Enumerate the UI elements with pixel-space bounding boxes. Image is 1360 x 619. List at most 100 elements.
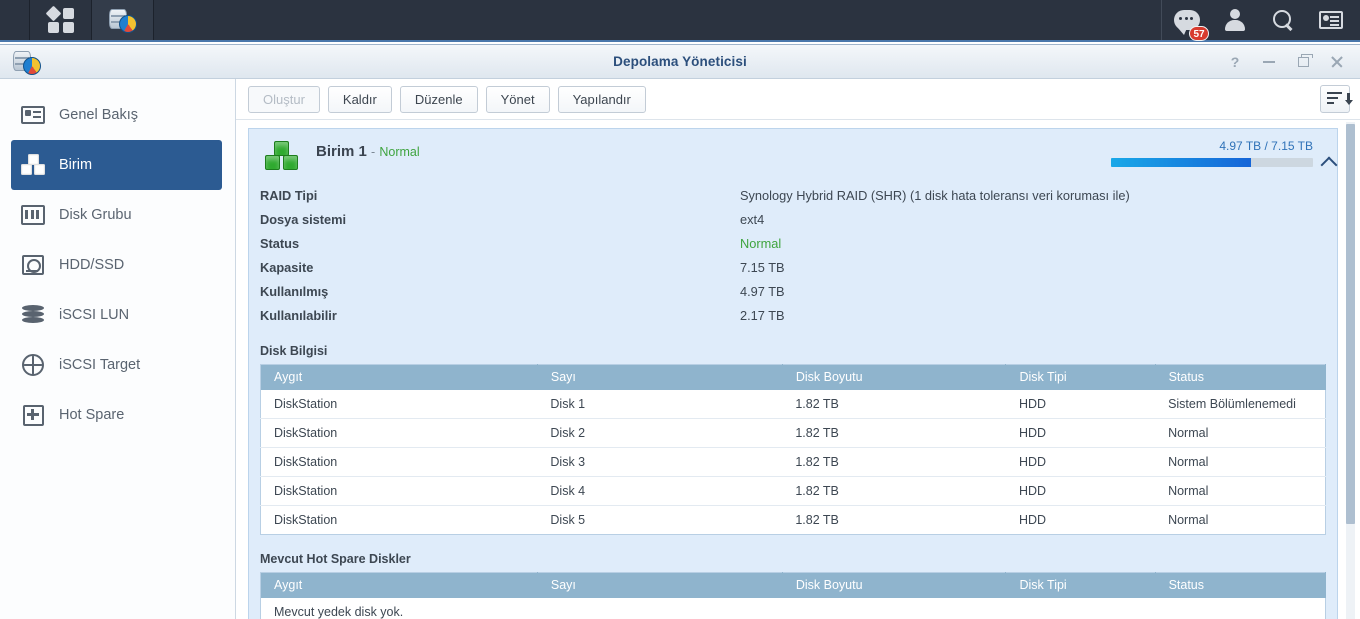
globe-icon (20, 352, 46, 378)
vertical-scrollbar[interactable] (1344, 122, 1357, 619)
remove-button[interactable]: Kaldır (328, 86, 392, 113)
taskbar-spacer (154, 0, 1161, 40)
sidebar-item-label: iSCSI Target (59, 357, 140, 373)
table-row[interactable]: DiskStation Disk 5 1.82 TB HDD Normal (261, 506, 1326, 535)
id-card-icon (1319, 11, 1343, 29)
taskbar-right-group: 57 (1161, 0, 1360, 40)
detail-value: 2.17 TB (740, 308, 785, 323)
widget-button[interactable] (1316, 5, 1346, 35)
minimize-button[interactable] (1256, 49, 1282, 75)
sidebar-item-iscsi-target[interactable]: iSCSI Target (11, 340, 222, 390)
sidebar-item-disk-grubu[interactable]: Disk Grubu (11, 190, 222, 240)
empty-message: Mevcut yedek disk yok. (261, 598, 1326, 619)
column-header[interactable]: Sayı (537, 573, 782, 598)
search-button[interactable] (1268, 5, 1298, 35)
detail-value: Synology Hybrid RAID (SHR) (1 disk hata … (740, 188, 1130, 203)
hot-spare-icon (20, 402, 46, 428)
cell-status: Normal (1155, 506, 1325, 535)
sidebar-item-hdd-ssd[interactable]: HDD/SSD (11, 240, 222, 290)
chevron-up-icon[interactable] (1319, 153, 1339, 173)
cell-size: 1.82 TB (782, 506, 1006, 535)
hot-spare-title: Mevcut Hot Spare Diskler (260, 552, 1337, 566)
main-menu-button[interactable] (30, 0, 92, 40)
sidebar-item-label: HDD/SSD (59, 257, 124, 273)
table-row[interactable]: DiskStation Disk 3 1.82 TB HDD Normal (261, 448, 1326, 477)
cell-type: HDD (1006, 419, 1155, 448)
storage-manager-window: Depolama Yöneticisi ? Genel Bakış Birim … (0, 44, 1360, 618)
sidebar-item-birim[interactable]: Birim (11, 140, 222, 190)
table-row[interactable]: DiskStation Disk 2 1.82 TB HDD Normal (261, 419, 1326, 448)
column-header[interactable]: Disk Boyutu (782, 365, 1006, 390)
table-row[interactable]: DiskStation Disk 1 1.82 TB HDD Sistem Bö… (261, 390, 1326, 419)
volume-title: Birim 1 - Normal (316, 143, 420, 177)
detail-key: Kullanılmış (260, 284, 740, 299)
column-header[interactable]: Disk Tipi (1006, 573, 1155, 598)
volume-separator: - (371, 145, 375, 159)
cubes-icon (20, 152, 46, 178)
detail-key: Kapasite (260, 260, 740, 275)
sidebar-item-genel-bakis[interactable]: Genel Bakış (11, 90, 222, 140)
usage-bar-fill (1111, 158, 1251, 167)
disk-info-table: Aygıt Sayı Disk Boyutu Disk Tipi Status … (260, 364, 1326, 535)
usage-bar (1111, 158, 1313, 167)
column-header[interactable]: Aygıt (261, 573, 538, 598)
configure-button[interactable]: Yapılandır (558, 86, 646, 113)
manage-button[interactable]: Yönet (486, 86, 550, 113)
cell-count: Disk 2 (537, 419, 782, 448)
volume-header: Birim 1 - Normal 4.97 TB / 7.15 TB (249, 129, 1337, 177)
green-cubes-icon (265, 141, 299, 173)
window-body: Genel Bakış Birim Disk Grubu HDD/SSD iSC… (0, 79, 1360, 619)
notification-badge: 57 (1189, 26, 1209, 41)
cell-type: HDD (1006, 390, 1155, 419)
sidebar-item-label: iSCSI LUN (59, 307, 129, 323)
column-header[interactable]: Aygıt (261, 365, 538, 390)
taskbar-app-storage-manager[interactable] (92, 0, 154, 40)
column-header[interactable]: Status (1155, 365, 1325, 390)
notifications-button[interactable]: 57 (1172, 5, 1202, 35)
table-header-row: Aygıt Sayı Disk Boyutu Disk Tipi Status (261, 573, 1326, 598)
table-row[interactable]: DiskStation Disk 4 1.82 TB HDD Normal (261, 477, 1326, 506)
column-header[interactable]: Disk Boyutu (782, 573, 1006, 598)
detail-row: RAID Tipi Synology Hybrid RAID (SHR) (1 … (260, 183, 1337, 207)
cell-device: DiskStation (261, 506, 538, 535)
cell-size: 1.82 TB (782, 390, 1006, 419)
help-button[interactable]: ? (1222, 49, 1248, 75)
detail-value: 4.97 TB (740, 284, 785, 299)
maximize-button[interactable] (1290, 49, 1316, 75)
column-header[interactable]: Disk Tipi (1006, 365, 1155, 390)
scroll-area: Birim 1 - Normal 4.97 TB / 7.15 TB (236, 120, 1360, 619)
disk-info-title: Disk Bilgisi (260, 344, 1337, 358)
cell-size: 1.82 TB (782, 477, 1006, 506)
disk-group-icon (20, 202, 46, 228)
sidebar-item-label: Genel Bakış (59, 107, 138, 123)
window-title: Depolama Yöneticisi (0, 54, 1360, 69)
sidebar-item-label: Disk Grubu (59, 207, 132, 223)
detail-row: Kapasite 7.15 TB (260, 255, 1337, 279)
detail-key: Kullanılabilir (260, 308, 740, 323)
cell-device: DiskStation (261, 390, 538, 419)
sidebar-item-hot-spare[interactable]: Hot Spare (11, 390, 222, 440)
cell-size: 1.82 TB (782, 419, 1006, 448)
window-controls: ? (1222, 45, 1350, 79)
volume-status: Normal (379, 145, 419, 159)
create-button[interactable]: Oluştur (248, 86, 320, 113)
column-header[interactable]: Sayı (537, 365, 782, 390)
cell-size: 1.82 TB (782, 448, 1006, 477)
scrollbar-thumb[interactable] (1346, 124, 1355, 524)
edit-button[interactable]: Düzenle (400, 86, 478, 113)
cell-count: Disk 3 (537, 448, 782, 477)
user-menu-button[interactable] (1220, 5, 1250, 35)
taskbar-left-group (0, 0, 154, 40)
detail-key: Status (260, 236, 740, 251)
cell-device: DiskStation (261, 477, 538, 506)
detail-key: RAID Tipi (260, 188, 740, 203)
close-button[interactable] (1324, 49, 1350, 75)
cell-status: Normal (1155, 419, 1325, 448)
sort-button[interactable] (1320, 85, 1350, 113)
hot-spare-table: Aygıt Sayı Disk Boyutu Disk Tipi Status … (260, 572, 1326, 619)
column-header[interactable]: Status (1155, 573, 1325, 598)
sidebar-item-iscsi-lun[interactable]: iSCSI LUN (11, 290, 222, 340)
lun-stack-icon (20, 302, 46, 328)
cell-device: DiskStation (261, 419, 538, 448)
overview-icon (20, 102, 46, 128)
